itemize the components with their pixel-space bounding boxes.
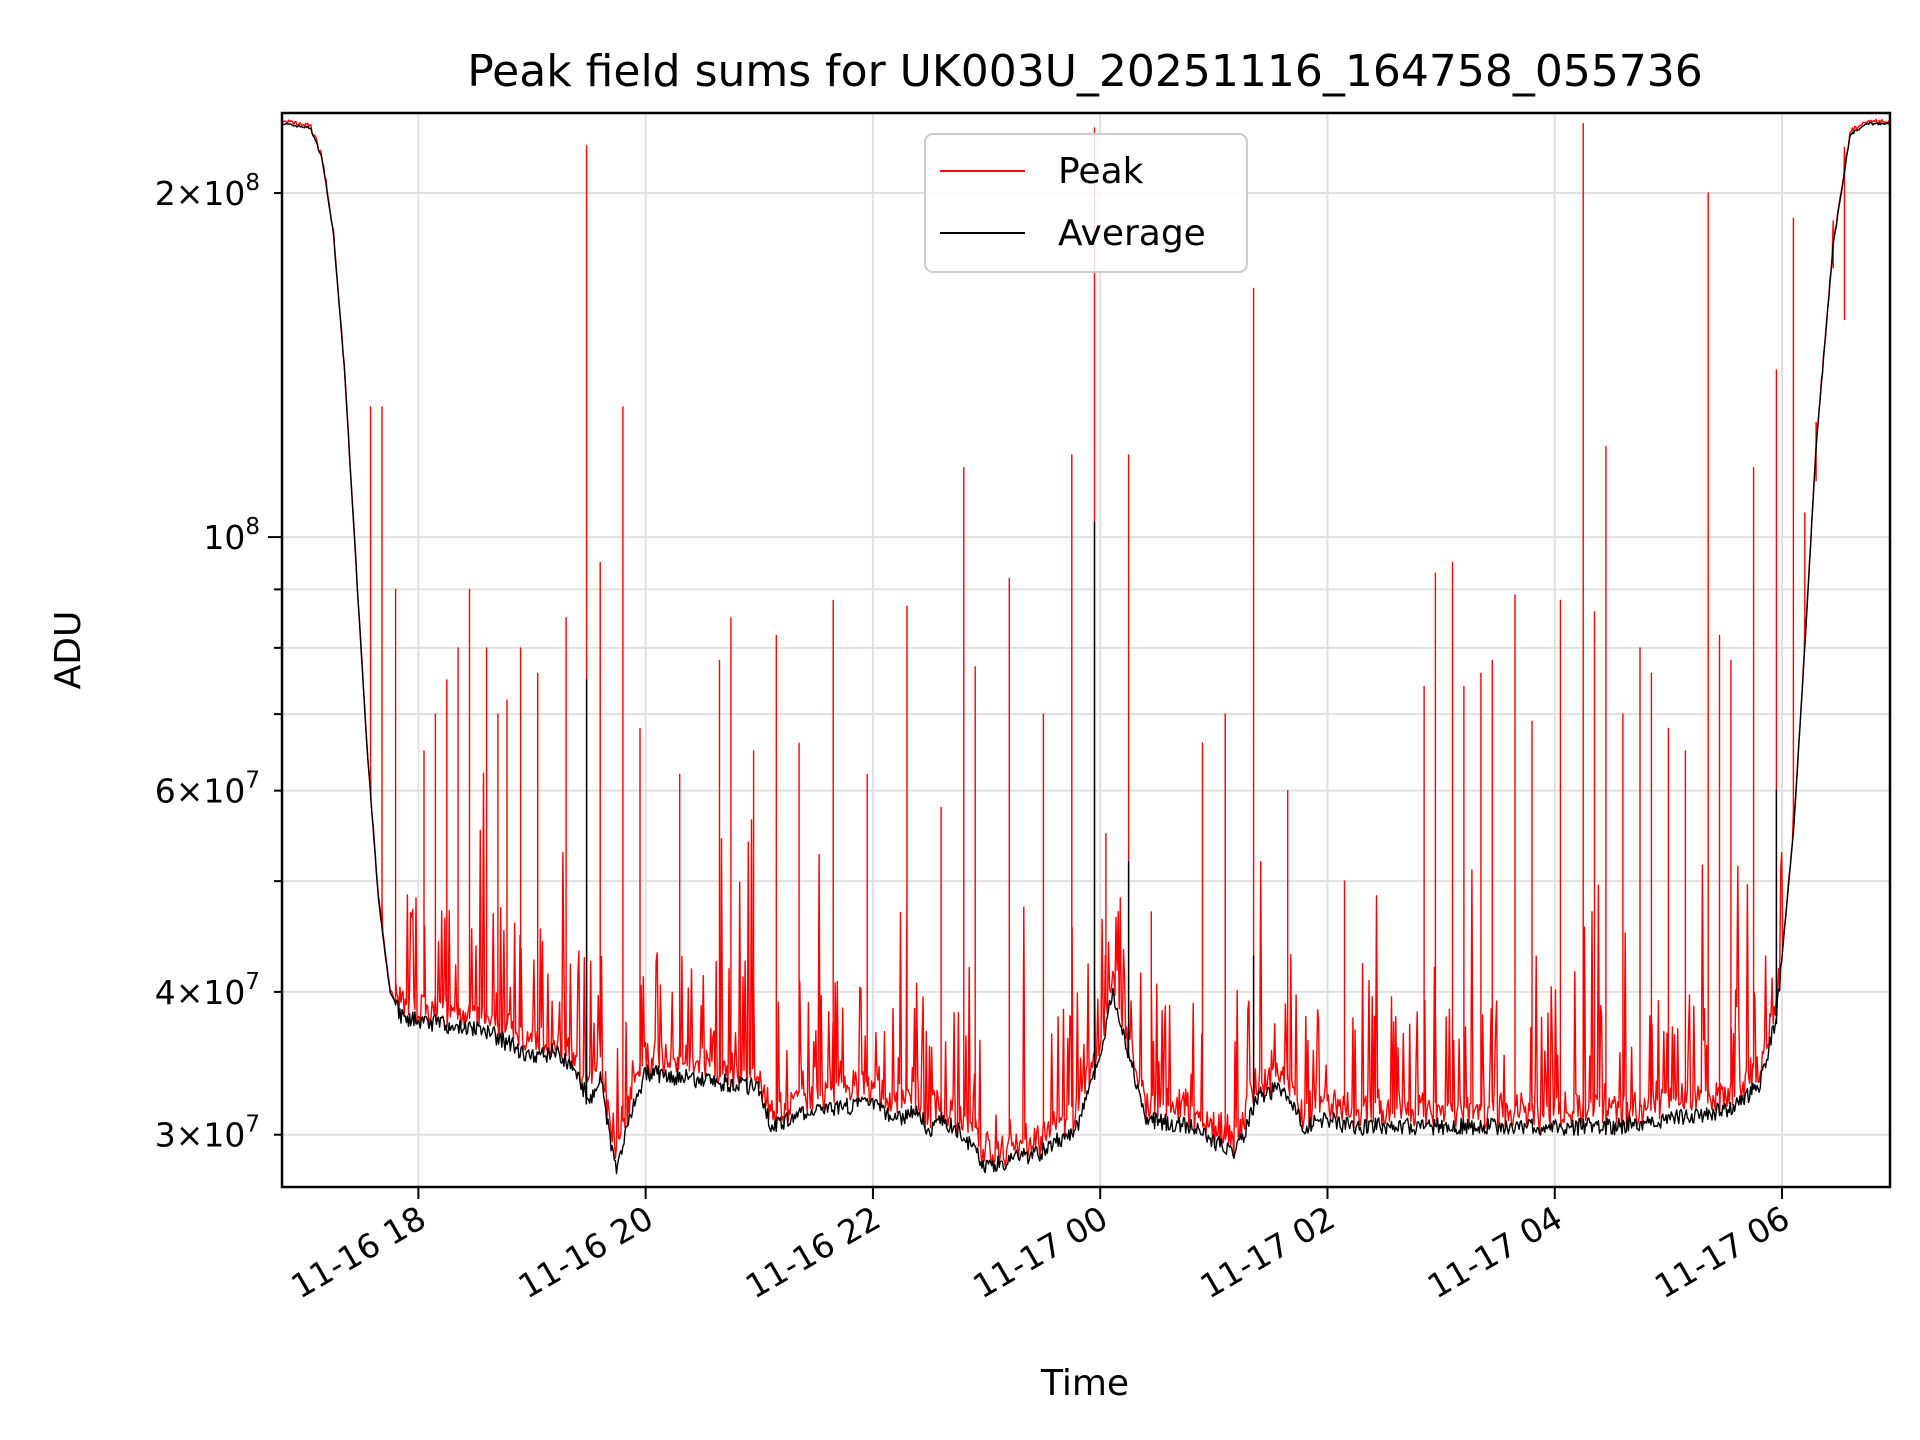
legend-box [924,133,1248,273]
series-average-line [282,121,1890,1175]
y-tick-label: 4×107 [155,969,260,1012]
grid-layer [282,113,1890,1187]
y-tick-label: 108 [203,514,260,557]
series-peak-line [282,118,1890,1169]
plot-frame [280,111,1892,1189]
legend: Peak Average [924,133,1248,273]
y-axis-label: ADU [48,611,89,690]
y-tick-label: 2×108 [155,170,260,213]
chart-title: Peak field sums for UK003U_20251116_1647… [467,46,1703,97]
series-layer [282,118,1890,1175]
y-tick-label: 6×107 [155,768,260,811]
legend-peak-label: Peak [1058,151,1144,192]
legend-average-label: Average [1058,213,1206,254]
x-axis-label: Time [1040,1363,1129,1404]
y-tick-label: 3×107 [155,1112,260,1155]
